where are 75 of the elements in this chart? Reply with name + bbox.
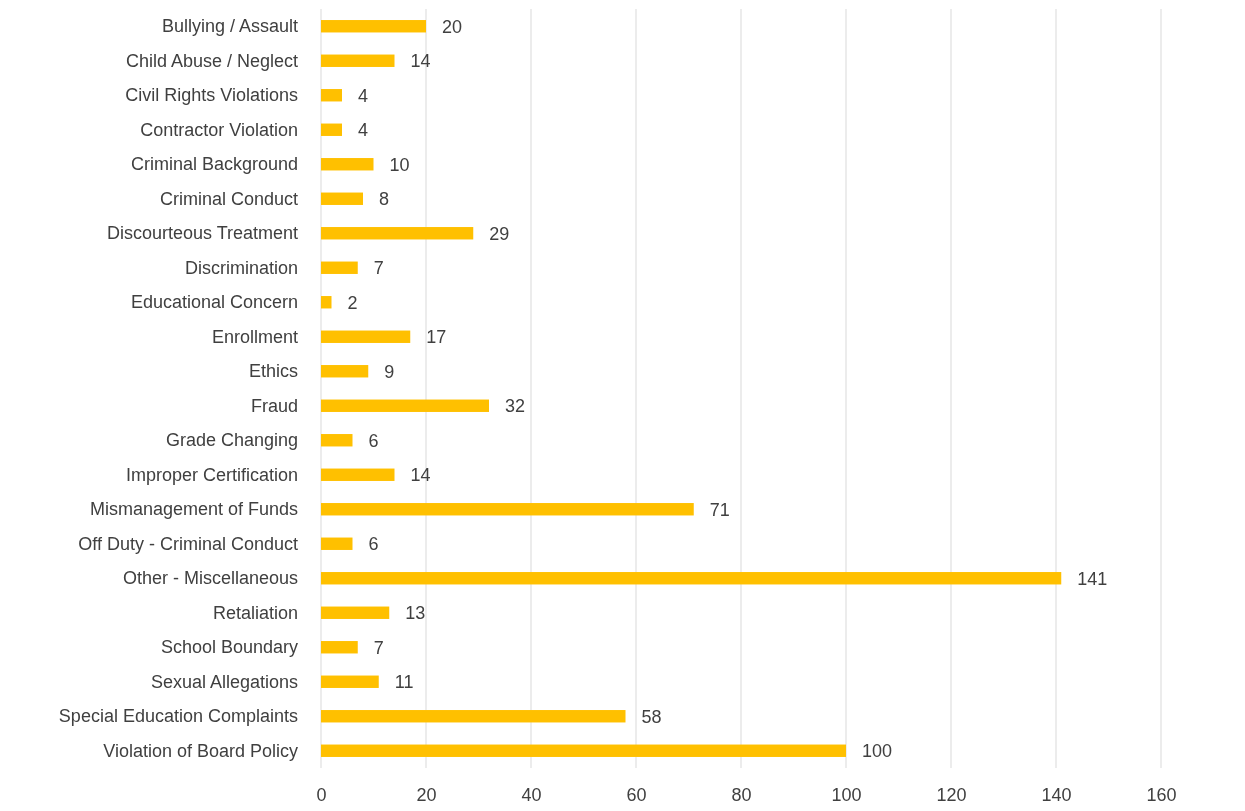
y-tick-label: Contractor Violation <box>140 119 298 140</box>
y-tick-label: Special Education Complaints <box>58 706 298 727</box>
data-label: 20 <box>442 16 463 37</box>
bar <box>321 503 694 516</box>
data-label: 32 <box>505 396 526 417</box>
data-label: 13 <box>405 603 426 624</box>
y-tick-label: Criminal Conduct <box>159 188 298 209</box>
x-tick-label: 80 <box>731 784 752 805</box>
bar <box>321 468 395 481</box>
bar <box>321 261 358 274</box>
bar <box>321 158 374 171</box>
bar <box>321 675 379 688</box>
bar <box>321 537 353 550</box>
bar <box>321 123 342 136</box>
y-tick-label: Improper Certification <box>125 464 298 485</box>
data-label: 4 <box>358 85 369 106</box>
data-label: 7 <box>373 637 384 658</box>
x-tick-label: 0 <box>316 784 327 805</box>
data-label: 9 <box>384 361 395 382</box>
y-tick-label: Bullying / Assault <box>161 16 298 37</box>
x-tick-label: 60 <box>626 784 647 805</box>
data-label: 58 <box>641 706 662 727</box>
data-label: 6 <box>368 430 379 451</box>
data-label: 6 <box>368 534 379 555</box>
y-tick-label: Other - Miscellaneous <box>122 568 298 589</box>
bar <box>321 54 395 67</box>
bar <box>321 606 390 619</box>
data-label: 7 <box>373 258 384 279</box>
y-tick-label: Discourteous Treatment <box>106 223 298 244</box>
bar <box>321 641 358 654</box>
data-label: 14 <box>410 51 431 72</box>
data-label: 11 <box>394 672 414 693</box>
bar <box>321 365 369 378</box>
x-tick-label: 160 <box>1146 784 1177 805</box>
bar <box>321 330 411 343</box>
data-label: 141 <box>1077 568 1108 589</box>
y-tick-label: Educational Concern <box>130 292 298 313</box>
data-label: 100 <box>862 741 893 762</box>
data-label: 8 <box>379 189 390 210</box>
x-tick-label: 140 <box>1041 784 1072 805</box>
y-tick-label: Ethics <box>248 361 298 382</box>
y-tick-label: School Boundary <box>160 637 298 658</box>
data-label: 10 <box>389 154 410 175</box>
y-tick-label: Retaliation <box>212 602 298 623</box>
y-tick-label: Off Duty - Criminal Conduct <box>78 533 298 554</box>
y-tick-label: Criminal Background <box>130 154 298 175</box>
bar <box>321 710 626 723</box>
data-label: 14 <box>410 465 431 486</box>
y-tick-label: Civil Rights Violations <box>125 85 298 106</box>
y-tick-label: Fraud <box>250 395 298 416</box>
bar <box>321 192 363 205</box>
bar <box>321 227 474 240</box>
y-tick-label: Sexual Allegations <box>150 671 298 692</box>
data-label: 2 <box>347 292 358 313</box>
bar <box>321 20 426 33</box>
bar <box>321 89 342 102</box>
data-label: 29 <box>489 223 510 244</box>
x-tick-label: 20 <box>416 784 437 805</box>
y-tick-label: Violation of Board Policy <box>103 740 298 761</box>
x-tick-label: 120 <box>936 784 967 805</box>
data-label: 4 <box>358 120 369 141</box>
data-label: 71 <box>709 499 730 520</box>
y-tick-label: Mismanagement of Funds <box>89 499 298 520</box>
x-tick-label: 40 <box>521 784 542 805</box>
y-tick-label: Grade Changing <box>165 430 298 451</box>
bar <box>321 434 353 447</box>
bar <box>321 296 332 309</box>
bar <box>321 399 489 412</box>
y-tick-label: Discrimination <box>184 257 298 278</box>
y-tick-label: Enrollment <box>211 326 298 347</box>
bar <box>321 744 846 757</box>
data-label: 17 <box>426 327 447 348</box>
x-tick-label: 100 <box>831 784 862 805</box>
y-tick-label: Child Abuse / Neglect <box>125 50 298 71</box>
bar <box>321 572 1062 585</box>
